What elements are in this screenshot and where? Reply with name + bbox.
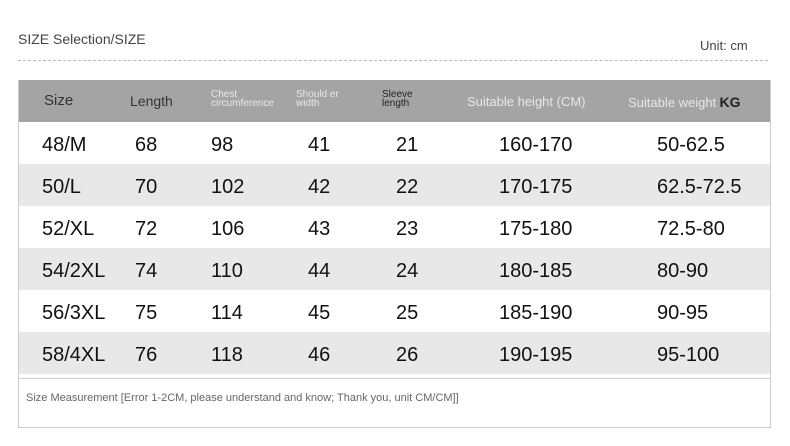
cell-shoulder: 46 xyxy=(308,344,331,366)
table-footer: Size Measurement [Error 1-2CM, please un… xyxy=(19,378,770,427)
cell-length: 68 xyxy=(135,134,158,156)
cell-size: 52/XL xyxy=(42,218,95,240)
cell-height: 170-175 xyxy=(499,176,573,198)
table-row: 50/L 70 102 42 22 170-175 62.5-72.5 xyxy=(19,164,770,206)
cell-chest: 110 xyxy=(211,260,243,282)
cell-weight: 95-100 xyxy=(657,344,720,366)
cell-shoulder: 41 xyxy=(308,134,331,156)
header-sleeve: Sleeve length xyxy=(382,89,413,109)
header-height: Suitable height (CM) xyxy=(467,94,586,109)
cell-height: 190-195 xyxy=(499,344,573,366)
cell-chest: 98 xyxy=(211,134,234,156)
cell-length: 76 xyxy=(135,344,158,366)
size-table: Size Length Chest circumference Should e… xyxy=(18,80,771,428)
cell-weight: 80-90 xyxy=(657,260,709,282)
cell-weight: 62.5-72.5 xyxy=(657,176,742,198)
header-weight-label: Suitable weight xyxy=(628,95,717,110)
cell-size: 54/2XL xyxy=(42,260,106,282)
table-row: 54/2XL 74 110 44 24 180-185 80-90 xyxy=(19,248,770,290)
cell-sleeve: 25 xyxy=(396,302,419,324)
cell-size: 48/M xyxy=(42,134,87,156)
cell-sleeve: 22 xyxy=(396,176,419,198)
measurement-note: Size Measurement [Error 1-2CM, please un… xyxy=(26,392,459,404)
header-size: Size xyxy=(44,92,74,109)
table-row: 48/M 68 98 41 21 160-170 50-62.5 xyxy=(19,122,770,164)
header-shoulder: Should er width xyxy=(296,89,339,109)
table-header: Size Length Chest circumference Should e… xyxy=(19,80,770,122)
cell-weight: 72.5-80 xyxy=(657,218,725,240)
cell-chest: 106 xyxy=(211,218,245,240)
cell-chest: 118 xyxy=(211,344,243,366)
cell-weight: 50-62.5 xyxy=(657,134,725,156)
cell-length: 72 xyxy=(135,218,158,240)
cell-shoulder: 45 xyxy=(308,302,331,324)
cell-length: 75 xyxy=(135,302,158,324)
page-title: SIZE Selection/SIZE xyxy=(18,31,146,47)
cell-length: 70 xyxy=(135,176,158,198)
cell-weight: 90-95 xyxy=(657,302,709,324)
header-length: Length xyxy=(130,93,173,109)
cell-height: 180-185 xyxy=(499,260,573,282)
cell-sleeve: 24 xyxy=(396,260,419,282)
cell-chest: 114 xyxy=(211,302,243,324)
cell-length: 74 xyxy=(135,260,158,282)
divider xyxy=(18,60,768,61)
header-weight-unit: KG xyxy=(719,94,741,110)
cell-size: 56/3XL xyxy=(42,302,106,324)
cell-size: 50/L xyxy=(42,176,81,198)
cell-sleeve: 26 xyxy=(396,344,419,366)
cell-chest: 102 xyxy=(211,176,245,198)
cell-sleeve: 23 xyxy=(396,218,419,240)
cell-height: 160-170 xyxy=(499,134,573,156)
cell-shoulder: 42 xyxy=(308,176,331,198)
cell-size: 58/4XL xyxy=(42,344,106,366)
cell-shoulder: 44 xyxy=(308,260,331,282)
table-row: 56/3XL 75 114 45 25 185-190 90-95 xyxy=(19,290,770,332)
table-row: 58/4XL 76 118 46 26 190-195 95-100 xyxy=(19,332,770,374)
unit-label: Unit: cm xyxy=(700,38,748,53)
table-row: 52/XL 72 106 43 23 175-180 72.5-80 xyxy=(19,206,770,248)
cell-sleeve: 21 xyxy=(396,134,419,156)
header-chest: Chest circumference xyxy=(211,89,274,109)
header-weight: Suitable weight KG xyxy=(628,95,741,109)
cell-height: 185-190 xyxy=(499,302,573,324)
cell-shoulder: 43 xyxy=(308,218,331,240)
cell-height: 175-180 xyxy=(499,218,573,240)
